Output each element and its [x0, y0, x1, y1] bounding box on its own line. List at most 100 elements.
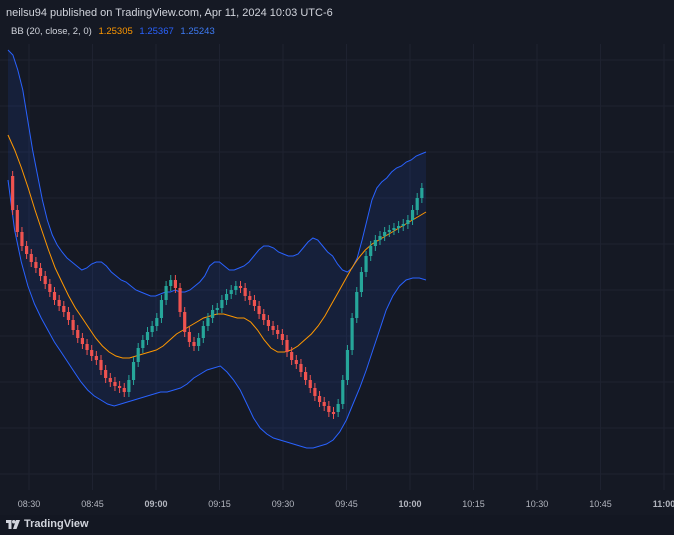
candle-body — [76, 330, 80, 338]
candle-body — [220, 300, 224, 308]
grid — [0, 44, 674, 490]
candle-body — [238, 286, 243, 288]
candle-body — [401, 224, 405, 226]
candle-body — [224, 294, 229, 300]
candle-body — [197, 338, 201, 346]
brand-label: TradingView — [24, 518, 89, 530]
time-tick-label: 10:45 — [589, 499, 612, 509]
candle-body — [85, 344, 89, 350]
candle-body — [378, 236, 382, 240]
candle-body — [229, 290, 233, 294]
chart-header: neilsu94 published on TradingView.com, A… — [0, 0, 674, 44]
tradingview-logo-icon — [6, 519, 20, 529]
candle-body — [164, 286, 168, 300]
candle-body — [192, 342, 196, 346]
bb-upper-value: 1.25367 — [139, 26, 174, 37]
candle-body — [369, 246, 373, 256]
candle-body — [141, 340, 145, 348]
candle-body — [113, 382, 117, 386]
candle-body — [90, 350, 94, 356]
candle-body — [66, 312, 71, 320]
candle-body — [127, 380, 131, 392]
candle-body — [317, 396, 322, 402]
candle-body — [169, 280, 173, 286]
candle-body — [350, 318, 354, 350]
bb-basis-value: 1.25305 — [98, 26, 133, 37]
candle-body — [145, 332, 150, 340]
candle-body — [383, 232, 387, 236]
candle-body — [206, 318, 210, 326]
candle-body — [38, 268, 43, 276]
time-tick-label: 10:15 — [462, 499, 485, 509]
candle-body — [336, 404, 340, 412]
candle-body — [248, 296, 252, 300]
candle-body — [331, 412, 336, 414]
time-tick-label: 11:00 — [653, 499, 674, 509]
candle-body — [122, 388, 126, 392]
candle-body — [118, 386, 122, 388]
indicator-legend[interactable]: BB (20, close, 2, 0) 1.25305 1.25367 1.2… — [11, 26, 219, 37]
candle-body — [392, 228, 396, 230]
candle-body — [243, 288, 247, 296]
candle-body — [387, 230, 391, 232]
candle-body — [322, 402, 326, 406]
candle-body — [304, 372, 308, 380]
candle-body — [345, 350, 350, 380]
bb-upper-line — [7, 49, 427, 297]
time-tick-label: 10:30 — [526, 499, 549, 509]
candle-body — [211, 310, 215, 318]
candle-body — [99, 360, 103, 370]
time-tick-label: 08:45 — [81, 499, 104, 509]
bb-lower-value: 1.25243 — [180, 26, 215, 37]
candle-body — [234, 286, 238, 290]
candle-body — [373, 240, 377, 246]
published-caption: neilsu94 published on TradingView.com, A… — [6, 7, 333, 19]
candle-body — [355, 292, 359, 318]
candle-body — [34, 262, 38, 268]
candle-body — [397, 226, 401, 228]
candle-body — [43, 276, 47, 284]
time-tick-label: 08:30 — [18, 499, 41, 509]
candle-body — [290, 352, 294, 360]
candle-body — [25, 246, 29, 254]
candle-body — [52, 292, 57, 300]
candle-body — [136, 348, 140, 362]
candle-body — [178, 288, 182, 312]
candle-body — [327, 406, 331, 412]
footer: TradingView — [0, 515, 674, 535]
candle-body — [187, 332, 191, 342]
candle-body — [80, 338, 84, 344]
time-tick-label: 09:15 — [208, 499, 231, 509]
candle-body — [57, 300, 61, 306]
candle-body — [257, 306, 261, 314]
candle-body — [94, 356, 98, 360]
candle-body — [299, 364, 303, 372]
candle-body — [276, 330, 280, 334]
candle-body — [271, 326, 275, 330]
time-tick-label: 09:30 — [272, 499, 295, 509]
candle-body — [420, 188, 424, 198]
candle-body — [410, 210, 415, 220]
candle-body — [11, 176, 15, 210]
candle-body — [183, 312, 187, 332]
candle-body — [215, 308, 219, 310]
bb-lower-line — [7, 179, 427, 449]
candle-body — [20, 232, 24, 246]
candle-body — [201, 326, 205, 338]
candle-body — [280, 334, 284, 340]
candle-body — [48, 284, 52, 292]
candle-body — [415, 198, 419, 210]
time-tick-label: 09:00 — [144, 499, 167, 509]
candle-body — [294, 360, 298, 364]
time-tick-label: 10:00 — [398, 499, 421, 509]
candle-body — [150, 326, 154, 332]
candle-body — [313, 388, 317, 396]
candle-body — [62, 306, 66, 312]
candle-body — [29, 254, 33, 262]
candle-body — [104, 370, 108, 378]
tradingview-brand[interactable]: TradingView — [6, 518, 89, 530]
candles — [11, 171, 424, 419]
time-tick-label: 09:45 — [335, 499, 358, 509]
candle-body — [406, 220, 410, 224]
